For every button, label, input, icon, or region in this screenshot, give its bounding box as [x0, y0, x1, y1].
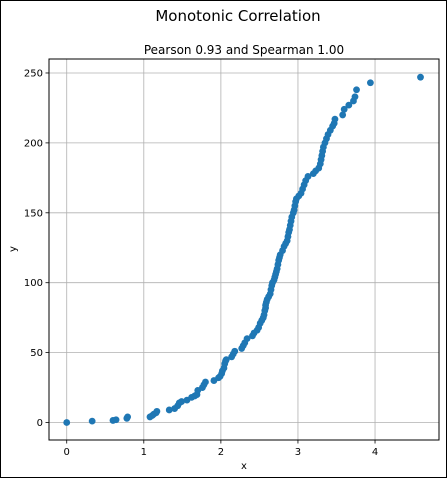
x-axis-label: x: [241, 461, 247, 472]
plot-area: [48, 58, 440, 441]
data-point: [331, 115, 339, 123]
data-point: [222, 356, 230, 364]
x-tick-label: 0: [64, 447, 70, 458]
data-point: [351, 93, 359, 101]
data-point: [304, 173, 312, 180]
data-point: [339, 111, 347, 119]
data-points: [63, 73, 424, 426]
data-point: [340, 105, 348, 113]
x-tick-label: 3: [295, 447, 301, 458]
y-tick-label: 0: [37, 418, 43, 429]
data-point: [178, 398, 185, 405]
y-axis-label: y: [8, 246, 19, 252]
data-point: [124, 413, 132, 421]
data-point: [231, 347, 239, 355]
y-tick-label: 150: [24, 208, 43, 219]
data-point: [367, 79, 374, 87]
data-point: [63, 419, 71, 426]
data-point: [165, 406, 173, 414]
data-point: [345, 101, 353, 109]
x-tick-label: 2: [218, 447, 224, 458]
x-tick-label: 4: [372, 447, 378, 458]
axis-ticks: 0 1 2 3 4 0 50 100 150 200 250: [24, 68, 378, 458]
figure-suptitle: Monotonic Correlation: [155, 7, 320, 25]
data-point: [243, 335, 251, 343]
y-tick-label: 250: [24, 68, 43, 79]
gridlines: [49, 59, 439, 440]
data-point: [153, 407, 161, 415]
data-point: [353, 86, 360, 94]
y-tick-label: 100: [24, 278, 43, 289]
y-tick-label: 50: [30, 348, 43, 359]
data-point: [202, 378, 209, 386]
chart-title: Pearson 0.93 and Spearman 1.00: [144, 43, 344, 57]
x-tick-label: 1: [141, 447, 147, 458]
data-point: [112, 416, 120, 424]
data-point: [417, 73, 424, 81]
y-tick-label: 200: [24, 138, 43, 149]
data-point: [88, 417, 96, 425]
